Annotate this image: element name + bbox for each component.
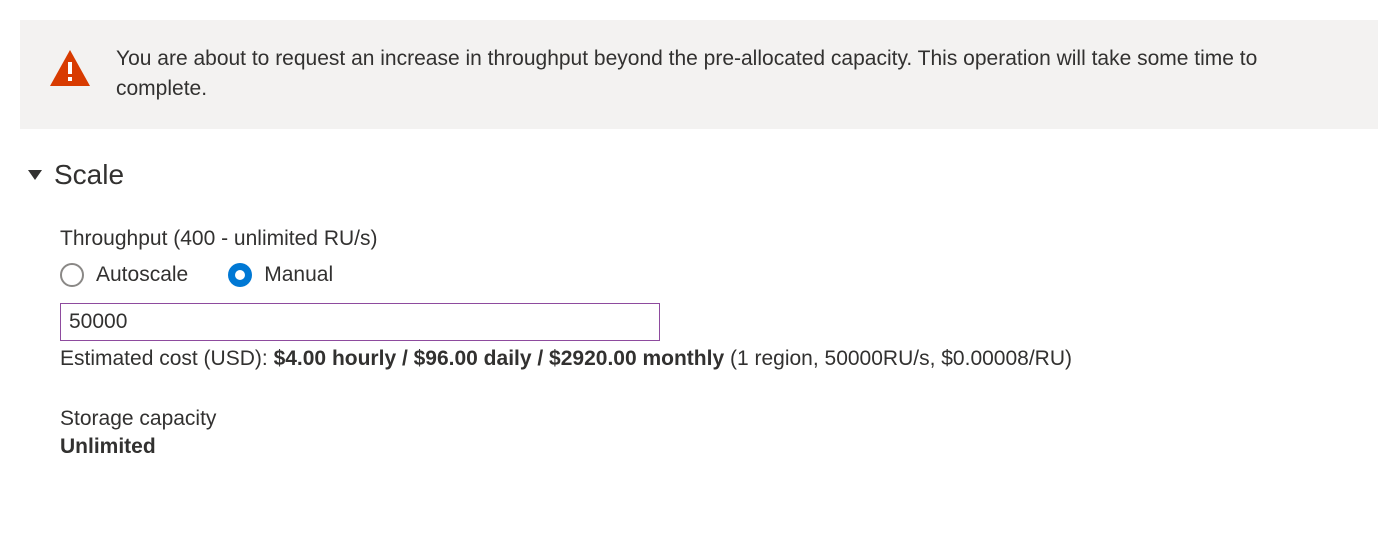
radio-unselected-icon xyxy=(60,263,84,287)
cost-prefix: Estimated cost (USD): xyxy=(60,347,274,370)
cost-suffix: (1 region, 50000RU/s, $0.00008/RU) xyxy=(730,347,1072,370)
warning-icon xyxy=(48,44,92,94)
section-title: Scale xyxy=(54,159,124,191)
alert-message: You are about to request an increase in … xyxy=(116,44,1350,105)
storage-capacity-label: Storage capacity xyxy=(60,407,1370,431)
cost-values: $4.00 hourly / $96.00 daily / $2920.00 m… xyxy=(274,347,730,370)
main-content: Scale Throughput (400 - unlimited RU/s) … xyxy=(0,149,1398,479)
chevron-down-icon xyxy=(28,163,42,186)
estimated-cost: Estimated cost (USD): $4.00 hourly / $96… xyxy=(60,347,1370,371)
autoscale-radio[interactable]: Autoscale xyxy=(60,263,188,287)
alert-banner: You are about to request an increase in … xyxy=(20,20,1378,129)
manual-radio[interactable]: Manual xyxy=(228,263,333,287)
scale-section-header[interactable]: Scale xyxy=(28,159,1370,191)
radio-selected-icon xyxy=(228,263,252,287)
throughput-mode-radio-group: Autoscale Manual xyxy=(60,263,1370,287)
throughput-label: Throughput (400 - unlimited RU/s) xyxy=(60,227,1370,251)
storage-capacity-value: Unlimited xyxy=(60,435,1370,459)
autoscale-radio-label: Autoscale xyxy=(96,263,188,287)
manual-radio-label: Manual xyxy=(264,263,333,287)
throughput-input[interactable] xyxy=(60,303,660,341)
scale-section-body: Throughput (400 - unlimited RU/s) Autosc… xyxy=(28,227,1370,459)
